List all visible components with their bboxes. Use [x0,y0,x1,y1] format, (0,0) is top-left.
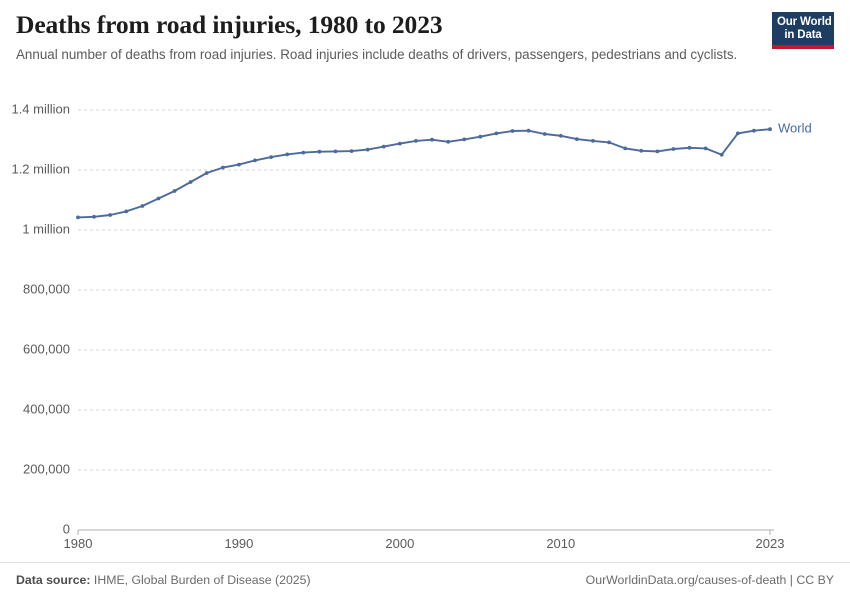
x-axis-tick-label: 2010 [546,536,575,551]
x-axis-tick-label: 1990 [224,536,253,551]
data-point[interactable] [397,141,402,146]
data-point[interactable] [494,131,499,136]
data-point[interactable] [365,147,370,152]
data-point[interactable] [124,209,129,214]
series-line-world[interactable] [77,128,771,219]
data-point[interactable] [655,149,660,154]
chart-subtitle: Annual number of deaths from road injuri… [16,47,738,62]
chart-plot-area[interactable]: 0 200,000 400,000 600,000 800,000 1 million 1.… [0,96,850,558]
gridlines-group [78,109,774,531]
x-axis-tick-label: 2023 [756,536,785,551]
y-axis-tick-label: 800,000 [23,281,70,296]
x-axis-tick-label: 1980 [64,536,93,551]
license-link[interactable]: OurWorldinData.org/causes-of-death | CC … [585,573,834,587]
data-point[interactable] [188,180,193,184]
series-label-world[interactable]: World [778,121,812,136]
data-point[interactable] [204,171,209,175]
data-point[interactable] [430,137,434,142]
y-axis-tick-label: 1 million [22,221,70,236]
series-label-group[interactable]: World [778,121,812,136]
data-point[interactable] [172,189,177,193]
data-point[interactable] [381,144,386,149]
data-point[interactable] [156,196,161,201]
x-axis-tick-label: 2000 [385,536,414,551]
y-axis-tick-label: 0 [63,521,70,536]
data-point[interactable] [349,149,354,153]
data-point[interactable] [768,127,772,132]
data-point[interactable] [285,152,290,157]
y-axis-tick-label: 1.2 million [11,161,70,176]
data-point[interactable] [639,148,644,153]
data-point[interactable] [108,213,113,217]
data-point[interactable] [76,215,80,220]
data-source-value: IHME, Global Burden of Disease (2025) [90,573,311,587]
data-point[interactable] [591,139,595,143]
data-point[interactable] [478,134,483,139]
logo-line-1: Our World [777,16,832,28]
y-axis-tick-label: 1.4 million [11,101,70,116]
y-axis-tick-label: 200,000 [23,461,70,476]
data-point[interactable] [140,204,145,208]
data-point[interactable] [526,128,531,133]
line-chart-svg: 0 200,000 400,000 600,000 800,000 1 million 1.… [11,101,812,551]
chart-header: Deaths from road injuries, 1980 to 2023 … [16,10,834,65]
data-point[interactable] [542,132,547,136]
data-point[interactable] [671,147,676,151]
data-point[interactable] [623,146,628,151]
data-point[interactable] [301,150,306,155]
data-point[interactable] [253,158,257,163]
data-point[interactable] [220,165,225,170]
data-source-label: Data source: [16,573,91,587]
y-axis-labels-group: 0 200,000 400,000 600,000 800,000 1 million 1.… [11,101,70,536]
data-source: Data source: IHME, Global Burden of Dise… [16,573,311,587]
data-point[interactable] [92,214,96,219]
data-series-group[interactable] [76,127,772,220]
data-point[interactable] [703,146,708,151]
data-point[interactable] [735,131,740,136]
chart-footer: Data source: IHME, Global Burden of Dise… [0,562,850,600]
data-point[interactable] [687,145,692,150]
data-point[interactable] [446,139,451,144]
data-point[interactable] [462,137,467,142]
page-title: Deaths from road injuries, 1980 to 2023 [16,10,443,39]
x-axis-group [77,529,771,535]
data-point[interactable] [752,128,756,133]
data-point[interactable] [607,140,611,145]
data-point[interactable] [510,129,515,133]
data-point[interactable] [558,133,563,138]
data-point[interactable] [719,152,724,157]
logo-line-2: in Data [784,29,822,41]
data-point[interactable] [574,137,579,141]
data-point[interactable] [237,162,241,167]
data-point[interactable] [317,149,322,154]
data-point[interactable] [269,155,274,159]
y-axis-tick-label: 600,000 [23,341,70,356]
y-axis-tick-label: 400,000 [23,401,70,416]
data-point[interactable] [414,139,418,143]
our-world-in-data-logo[interactable]: Our World in Data [772,12,834,49]
data-point[interactable] [333,149,338,154]
x-axis-labels-group: 1980 1990 2000 2010 2023 [64,536,785,551]
